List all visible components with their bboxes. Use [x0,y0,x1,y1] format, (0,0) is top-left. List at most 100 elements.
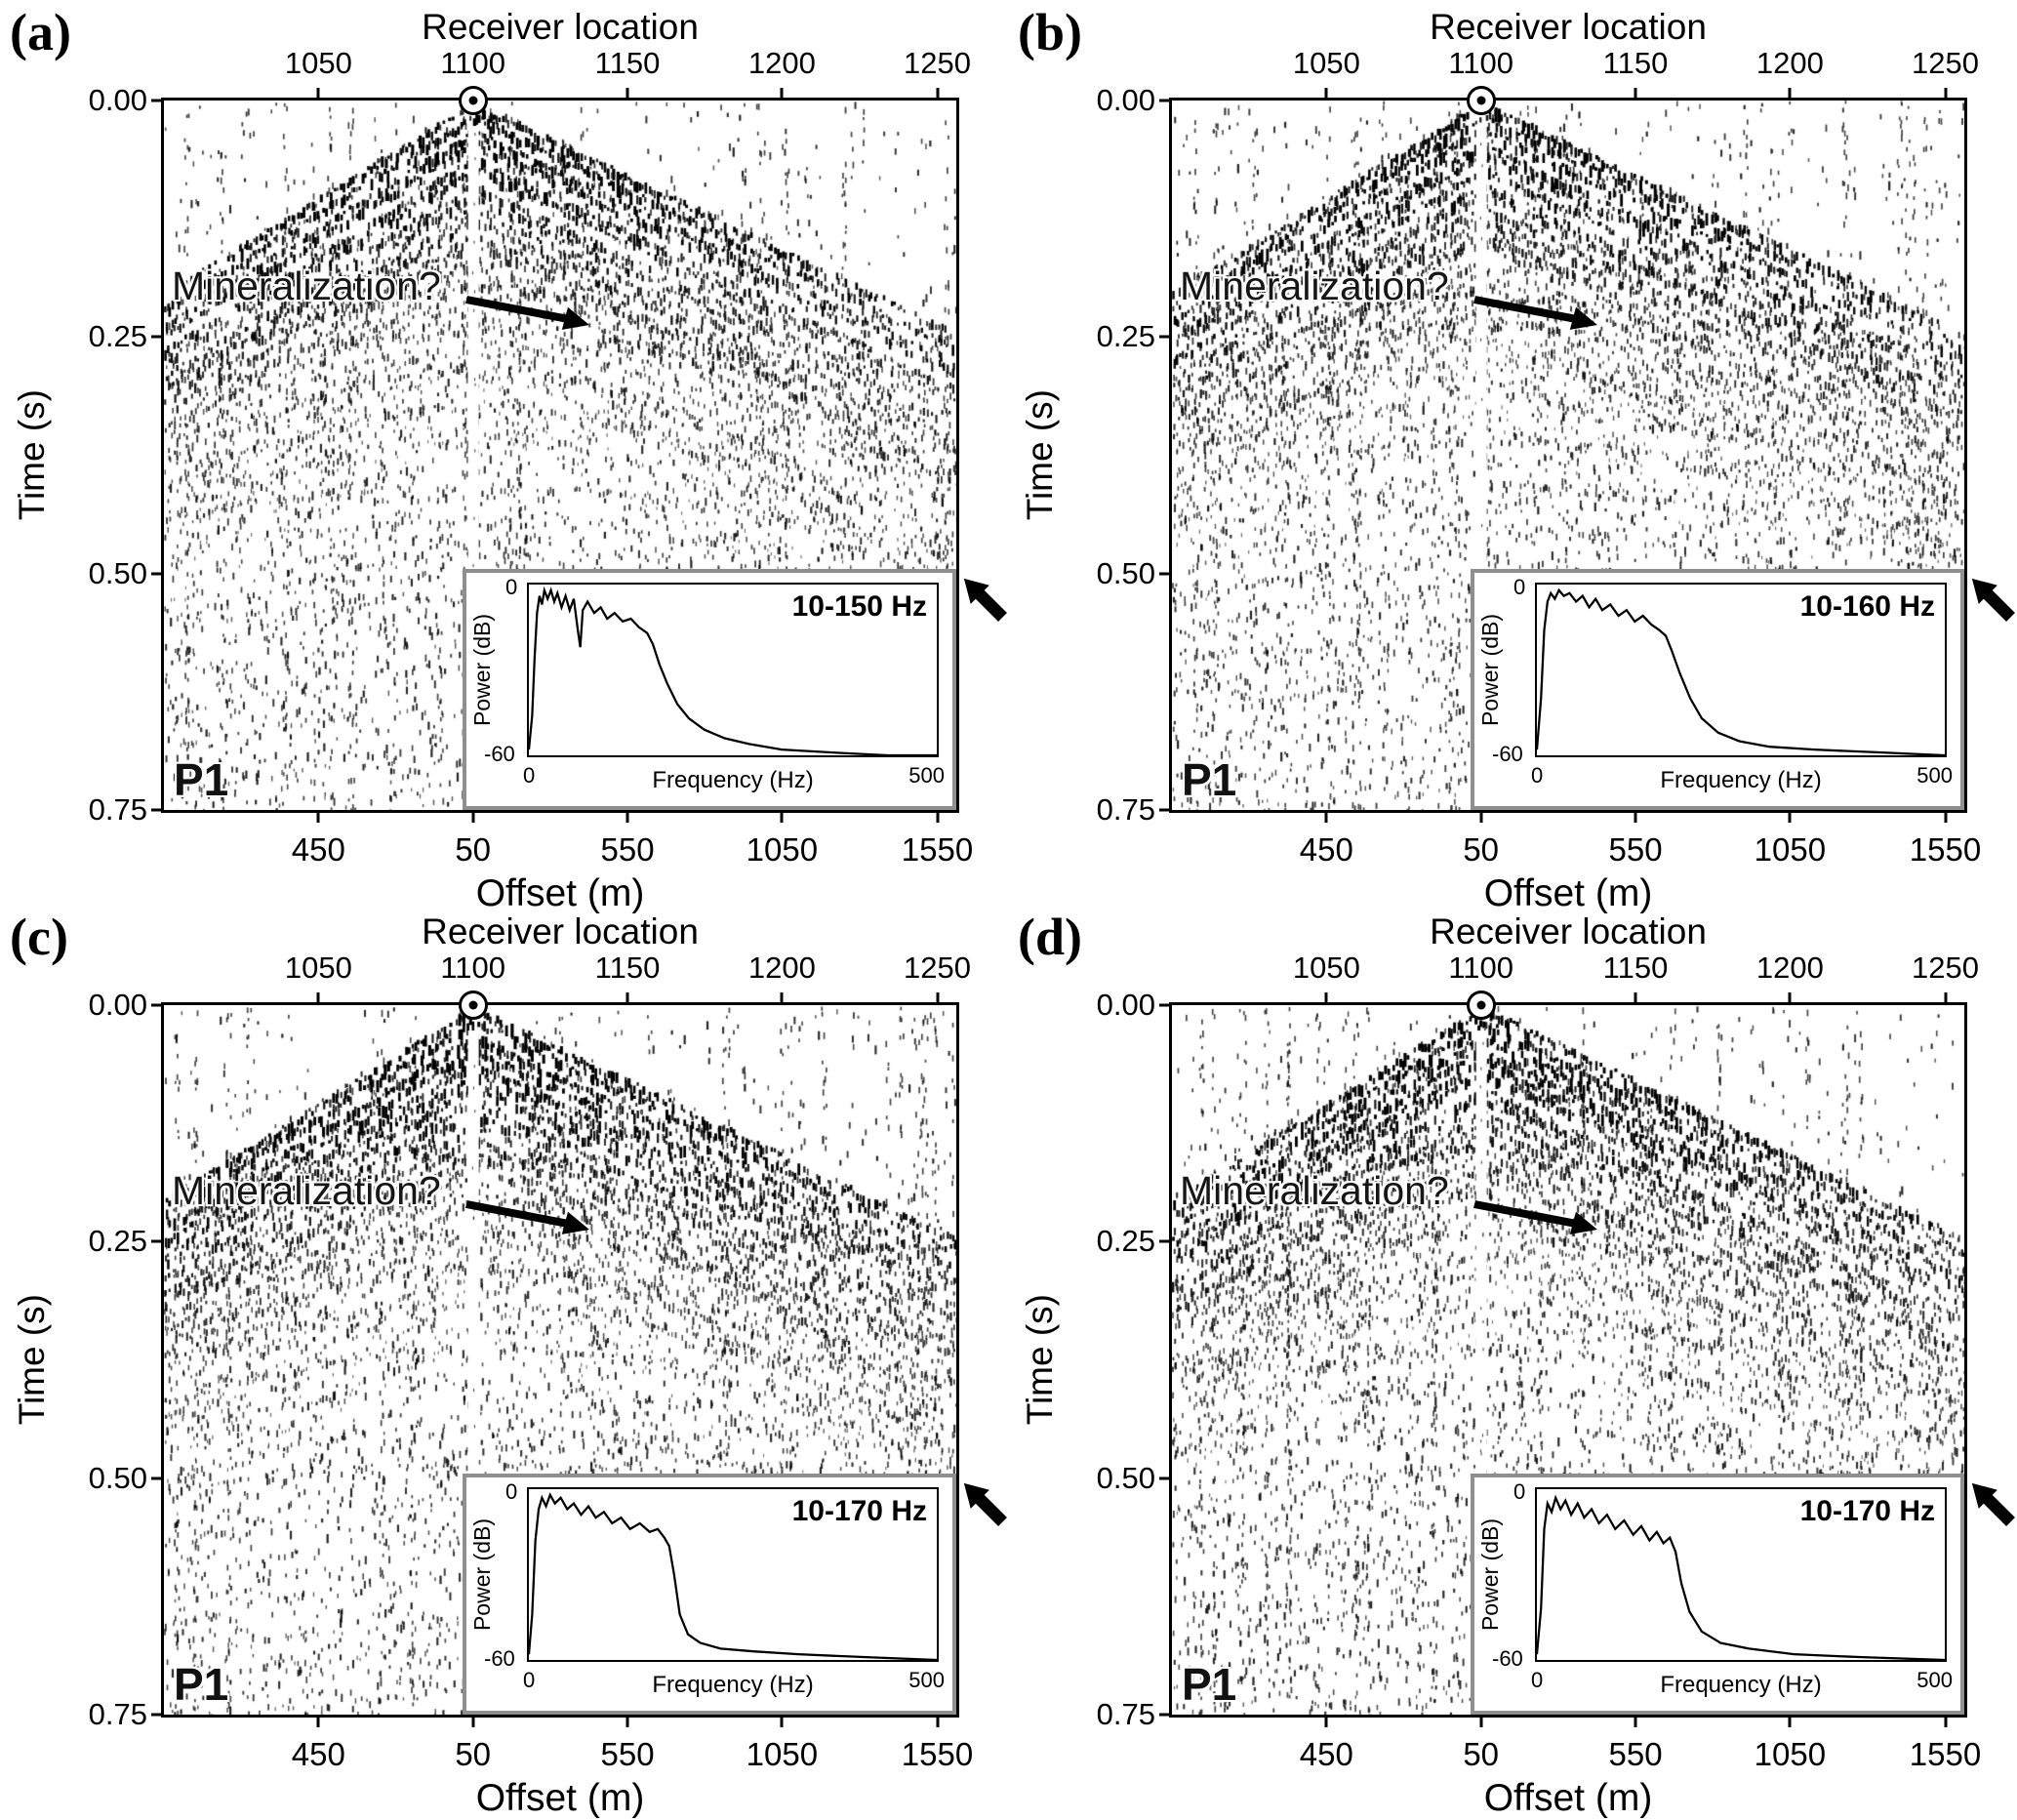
time-axis-title-text: Time (s) [12,389,52,521]
tick-mark [780,88,784,100]
tick-mark [1788,1716,1792,1727]
tick-mark [625,88,629,100]
tick-mark [936,811,939,823]
receiver-tick-label: 1250 [1912,46,1979,80]
spectrum-curve [1537,587,1945,755]
source-location-marker [458,991,488,1020]
time-tick-label: 0.50 [88,555,147,590]
offset-tick-label: 450 [291,831,345,868]
time-tick-label: 0.25 [1096,1224,1155,1259]
offset-axis-title: Offset (m) [1483,872,1653,914]
panel-letter: (c) [10,908,68,966]
profile-tag: P1 [1182,1659,1237,1710]
source-location-marker [1466,991,1496,1020]
tick-mark [625,811,629,823]
spectrum-inset: Power (dB) 10-160 Hz 0 -60 0 500 Frequen… [1471,569,1964,810]
inset-ytick-label: 0 [1513,575,1526,599]
offset-axis-title: Offset (m) [475,872,645,914]
inset-xtick-label: 500 [908,763,945,788]
panel-letter: (a) [10,3,71,61]
tick-mark [1159,572,1171,576]
inset-power-axis-title-text: Power (dB) [468,613,495,727]
spectrum-curve [1537,1494,1945,1660]
tick-mark [316,811,320,823]
receiver-tick-label: 1100 [1448,46,1514,80]
mineralization-annotation: Mineralization? [172,1168,441,1214]
tick-mark [1944,1716,1947,1727]
tick-mark [1479,811,1483,823]
source-location-marker [458,86,488,115]
inset-ytick-label: -60 [484,742,515,766]
highlight-arrow-icon [963,578,1007,622]
tick-mark [1944,88,1947,100]
tick-mark [625,992,629,1004]
inset-power-axis-title: Power (dB) [1476,1485,1504,1664]
bandpass-label: 10-170 Hz [1799,1495,1935,1527]
highlight-arrow-icon [1971,1482,2015,1526]
time-tick-label: 0.00 [88,83,147,117]
time-tick-label: 0.25 [88,319,147,354]
inset-xtick-label: 500 [908,1668,945,1692]
receiver-tick-label: 1100 [440,950,506,985]
tick-mark [151,99,163,102]
time-axis-title: Time (s) [10,101,55,810]
time-tick-label: 0.00 [1096,83,1155,117]
panel-letter: (b) [1018,3,1082,61]
tick-mark [1324,88,1328,100]
offset-tick-label: 1050 [746,831,819,868]
annotation-arrow-icon [465,1200,589,1235]
spectrum-inset: Power (dB) 10-170 Hz 0 -60 0 500 Frequen… [1471,1474,1964,1715]
time-axis-title: Time (s) [10,1005,55,1715]
time-axis-title: Time (s) [1018,101,1063,810]
offset-tick-label: 50 [455,831,492,868]
receiver-tick-label: 1050 [1292,46,1360,80]
tick-mark [151,1476,163,1480]
receiver-tick-label: 1250 [904,950,971,985]
tick-mark [1324,1716,1328,1727]
offset-tick-label: 1050 [1754,1736,1827,1772]
time-tick-label: 0.50 [1096,555,1155,590]
inset-power-axis-title-text: Power (dB) [468,1517,495,1632]
inset-frequency-axis-title: Frequency (Hz) [652,767,814,793]
inset-plot-area: 10-150 Hz 0 -60 0 500 Frequency (Hz) [484,575,945,793]
time-tick-label: 0.75 [88,792,147,827]
tick-mark [1944,811,1947,823]
gather-plot-area: Receiver location 1050 1100 1150 1200 12… [12,7,1007,914]
tick-mark [1634,88,1637,100]
inset-ytick-label: 0 [1513,1479,1526,1504]
receiver-tick-label: 1200 [747,46,816,80]
tick-mark [1159,1713,1171,1717]
time-axis-title-text: Time (s) [12,1294,52,1426]
profile-tag: P1 [174,754,229,805]
inset-xtick-label: 500 [1916,1668,1953,1692]
tick-mark [1159,99,1171,102]
receiver-axis-title: Receiver location [422,911,699,951]
seismic-panel: (c) Receiver location 1050 1100 1150 120… [0,905,1008,1819]
receiver-tick-label: 1150 [1602,950,1669,985]
tick-mark [151,808,163,812]
mineralization-annotation: Mineralization? [172,263,441,309]
mineralization-annotation: Mineralization? [1180,263,1449,309]
inset-ytick-label: -60 [1492,742,1523,766]
time-tick-label: 0.75 [1096,792,1155,827]
tick-mark [1634,1716,1637,1727]
inset-xtick-label: 500 [1916,763,1953,788]
inset-plot-area: 10-170 Hz 0 -60 0 500 Frequency (Hz) [1492,1479,1953,1698]
inset-frequency-axis-title: Frequency (Hz) [652,1672,814,1698]
receiver-tick-label: 1150 [1602,46,1669,80]
offset-tick-label: 550 [600,1736,655,1772]
tick-mark [151,335,163,339]
receiver-tick-label: 1250 [904,46,971,80]
receiver-axis-title: Receiver location [422,7,699,47]
time-axis-title-text: Time (s) [1020,1294,1060,1426]
tick-mark [1788,88,1792,100]
annotation-arrow-icon [1473,1200,1597,1235]
tick-mark [780,1716,784,1727]
offset-tick-label: 550 [1608,1736,1663,1772]
tick-mark [1788,811,1792,823]
tick-mark [780,811,784,823]
highlight-arrow-icon [963,1482,1007,1526]
inset-frequency-axis-title: Frequency (Hz) [1660,767,1822,793]
inset-power-axis-title: Power (dB) [468,581,496,759]
tick-mark [936,88,939,100]
